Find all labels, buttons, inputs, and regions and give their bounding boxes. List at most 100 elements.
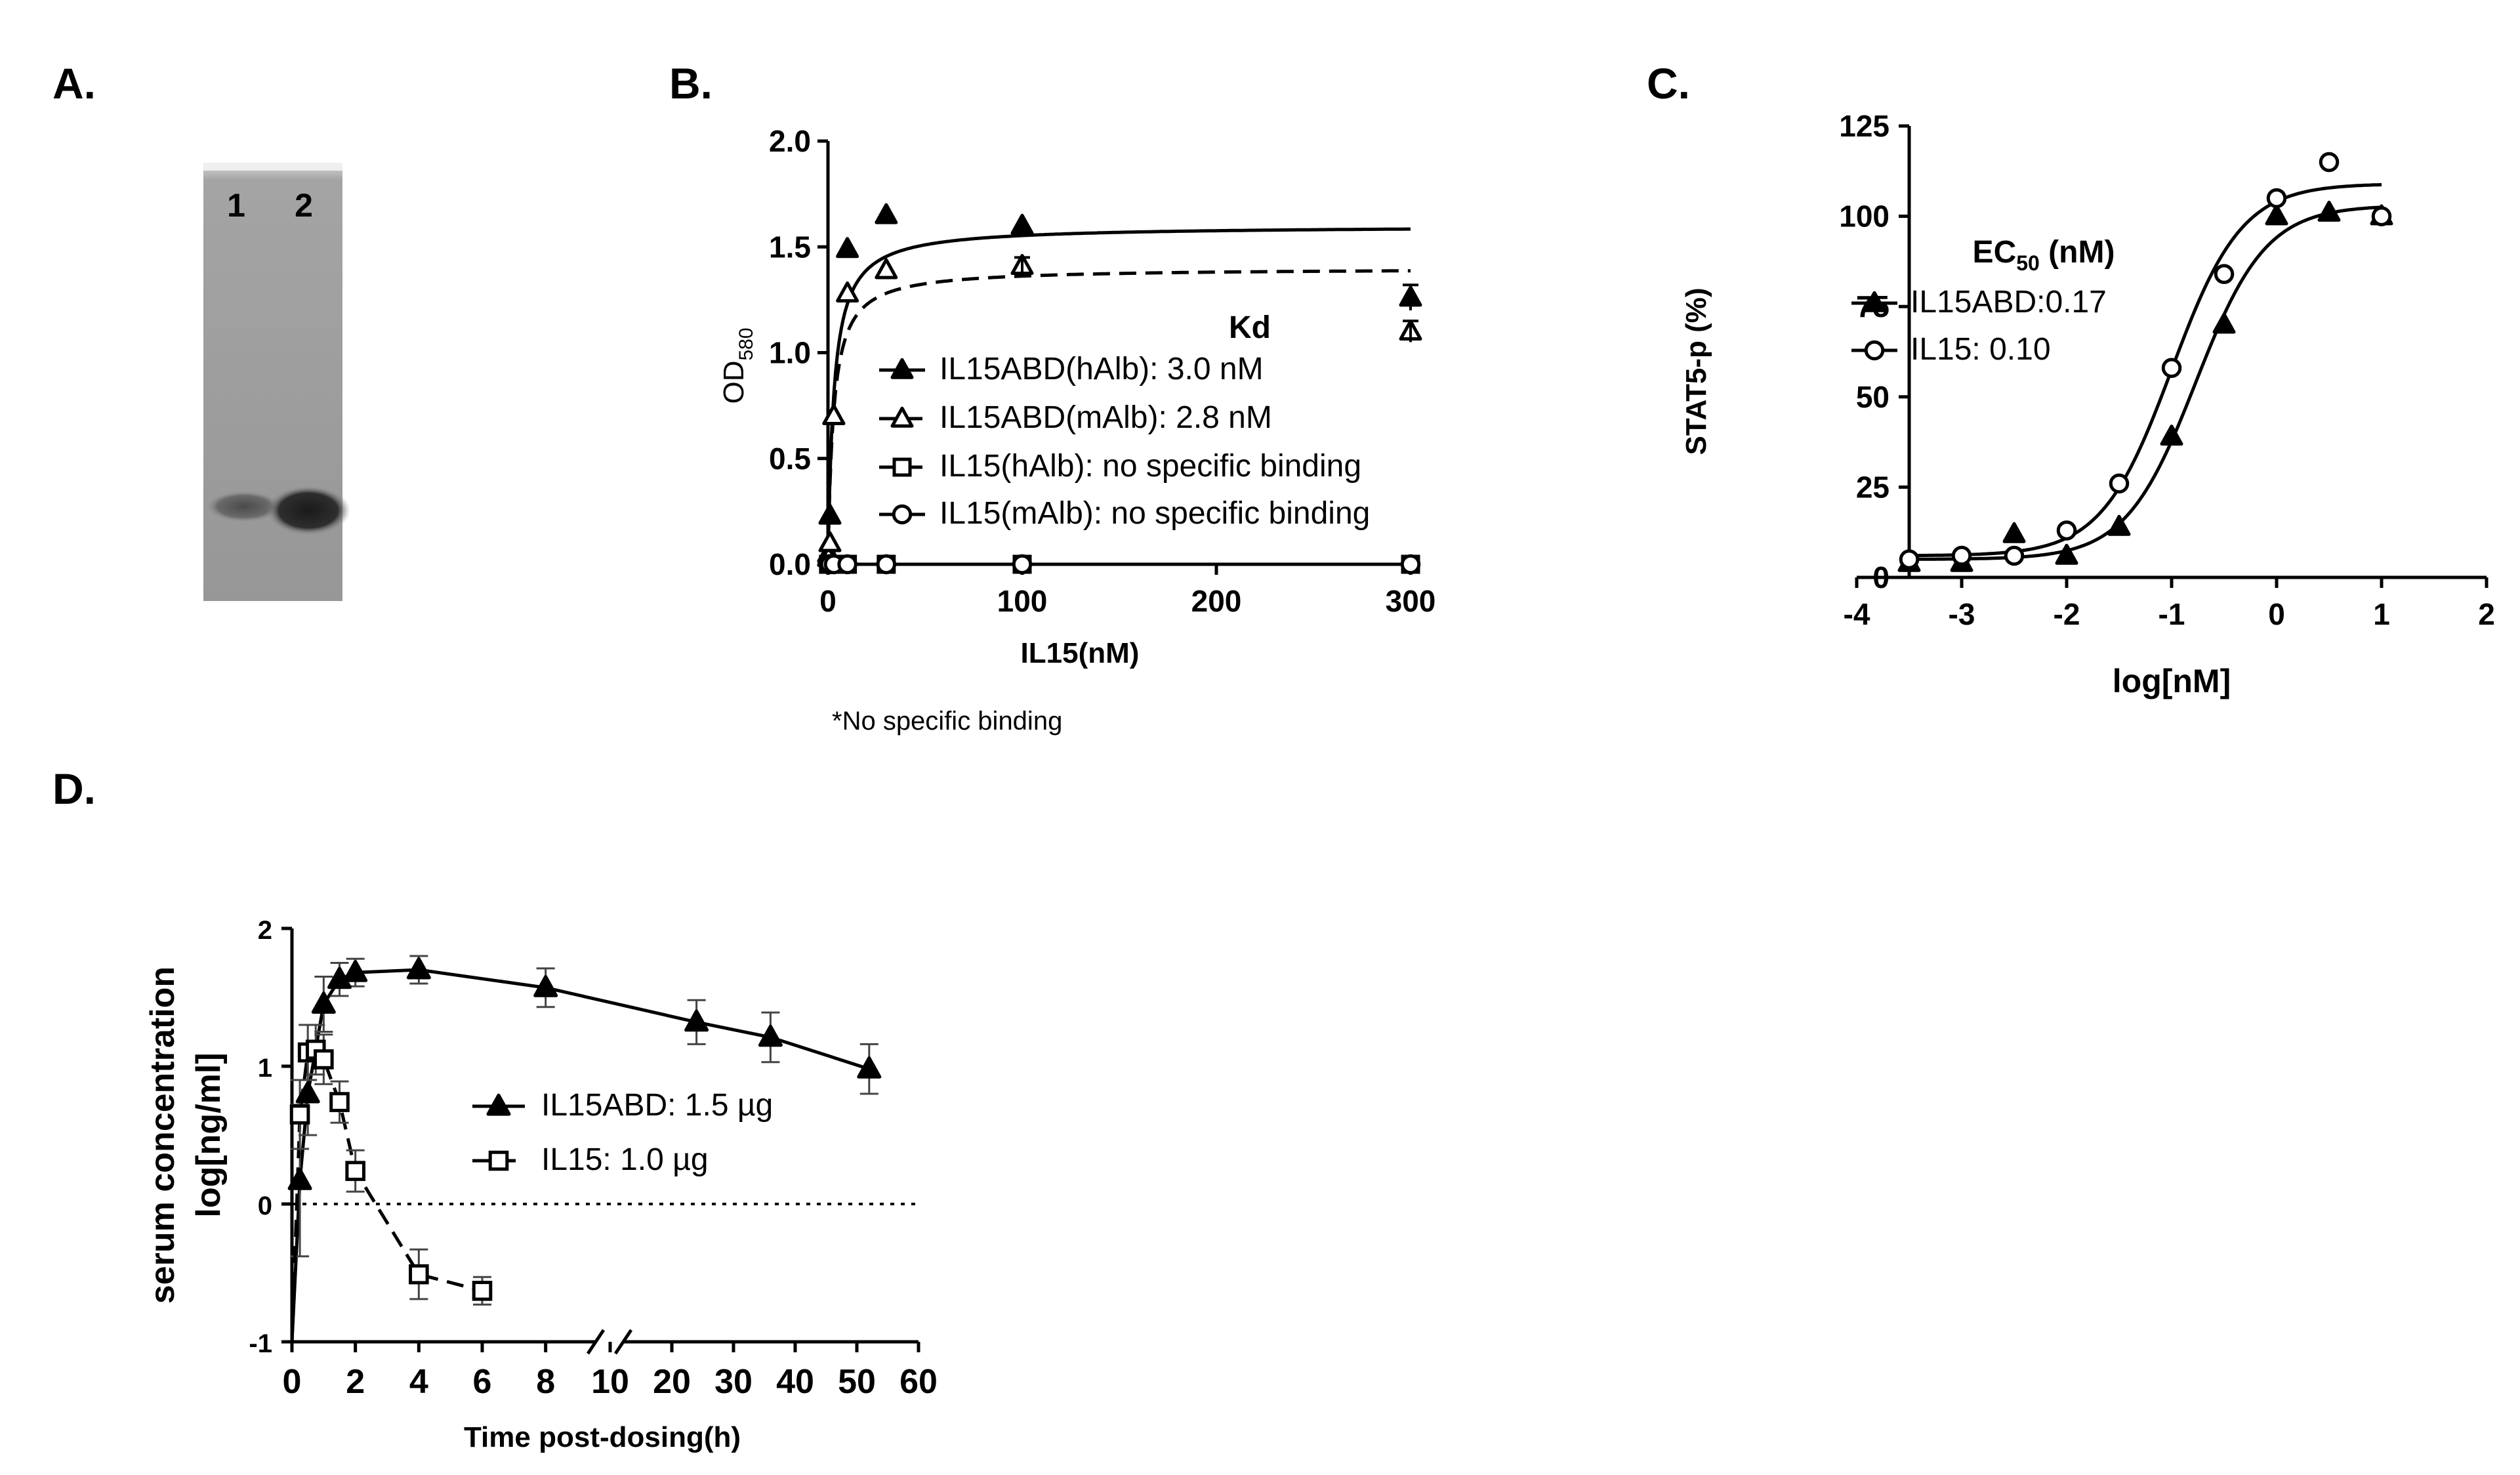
legend-title: EC50 (nM) [1973,235,2115,275]
data-point [875,203,898,224]
data-point [857,1056,882,1079]
data-point [2161,358,2182,379]
y-tick-label: 25 [1856,470,1890,504]
data-point [2265,204,2288,226]
gel-band-lane-2 [266,486,350,535]
legend-marker [890,406,914,428]
data-point [758,1024,783,1047]
x-tick-label: 0 [2268,597,2285,631]
legend-label: IL15(hAlb): no specific binding [940,449,1361,484]
y-tick-label: 2 [258,916,272,945]
legend-label: IL15: 0.10 [1911,332,2051,367]
data-point [836,237,859,259]
y-tick-label: 125 [1839,109,1890,143]
y-tick-label: 0.5 [769,442,811,476]
x-axis-label: IL15(nM) [1021,637,1140,669]
data-point [818,503,842,525]
panel-b-label: B. [669,59,713,108]
data-point [2319,152,2340,173]
data-point [684,1009,709,1032]
y-axis-label: OD580 [718,327,757,404]
y-tick-label: 1 [258,1054,272,1083]
data-point [2004,545,2025,566]
legend-label: IL15ABD: 1.5 µg [541,1088,773,1123]
y-tick-label: 1.5 [769,230,811,264]
gel-image: 1 2 [203,163,350,601]
x-tick-label: -3 [1949,597,1975,631]
data-point [875,258,898,280]
fit-curve [826,269,1411,564]
x-tick-label: 2 [2478,597,2495,631]
x-tick-label: 100 [997,584,1048,618]
x-axis-label: log[nM] [2113,663,2231,699]
x-tick-label: -1 [2159,597,2185,631]
data-point [2056,520,2077,541]
y-axis-label: STAT5-p (%) [1680,288,1712,455]
data-point [2371,206,2392,226]
legend-title: Kd [1229,310,1271,345]
data-point [329,1092,350,1112]
data-point [818,531,842,552]
x-tick-label: -4 [1844,597,1870,631]
data-point [876,554,897,575]
axis-break-mark [586,1329,606,1355]
data-point [1899,549,1920,570]
chart-b-note: *No specific binding [832,707,1062,736]
data-point [2107,514,2131,536]
y-tick-label: 2.0 [769,124,811,158]
legend-label: IL15ABD(hAlb): 3.0 nM [940,352,1264,386]
data-point [1951,545,1972,566]
data-point [2317,200,2341,222]
data-point [345,1161,365,1181]
data-point [1012,554,1033,575]
legend-marker [892,504,913,525]
data-point [1400,554,1421,575]
y-tick-label: 100 [1839,199,1890,234]
y-tick-label: 0 [1872,560,1890,594]
data-point [2109,473,2130,494]
legend-label: IL15: 1.0 µg [541,1142,709,1177]
chart-b: 0.0 0.5 1.0 1.5 2.0 0 100 200 300 IL15(nM) OD580 Kd… [718,124,1436,669]
x-tick-label: 6 [473,1363,492,1401]
axis-break-mark [613,1329,633,1355]
gel-band-lane-1 [206,491,282,522]
data-point [822,404,846,425]
x-tick-label: 0 [819,584,837,618]
y-axis-label-line2: log[ng/ml] [190,1052,228,1217]
data-point [409,1264,429,1285]
panel-c-label: C. [1647,59,1690,108]
x-tick-label: 300 [1386,584,1436,618]
data-point [836,281,859,302]
data-point [533,975,558,997]
y-tick-label: -1 [249,1329,272,1358]
data-point [1010,213,1034,235]
x-axis-label: Time post-dosing(h) [464,1421,741,1453]
y-tick-label: 0.0 [769,547,811,581]
x-tick-label: 2 [346,1363,365,1401]
x-tick-label: 1 [2373,597,2390,631]
data-point [472,1281,493,1301]
data-point [2160,425,2183,446]
x-tick-label: 60 [899,1363,938,1401]
fit-curve [1909,205,2382,561]
legend-label: IL15ABD:0.17 [1911,285,2107,320]
x-tick-label: -2 [2054,597,2080,631]
x-tick-label: 8 [536,1363,555,1401]
legend-marker [1864,340,1885,361]
data-point [2055,543,2078,565]
fit-curve [826,227,1411,564]
data-point [837,554,857,575]
data-point [289,1104,310,1125]
x-tick-label: 50 [838,1363,876,1401]
x-tick-label: 200 [1191,584,1242,618]
y-tick-label: 50 [1856,380,1890,414]
legend-marker [892,457,912,477]
legend-label: IL15(mAlb): no specific binding [940,496,1370,531]
data-point [406,957,431,980]
data-point [295,1081,320,1104]
data-point [2212,312,2236,334]
y-tick-label: 1.0 [769,336,811,370]
data-point [2266,188,2287,209]
